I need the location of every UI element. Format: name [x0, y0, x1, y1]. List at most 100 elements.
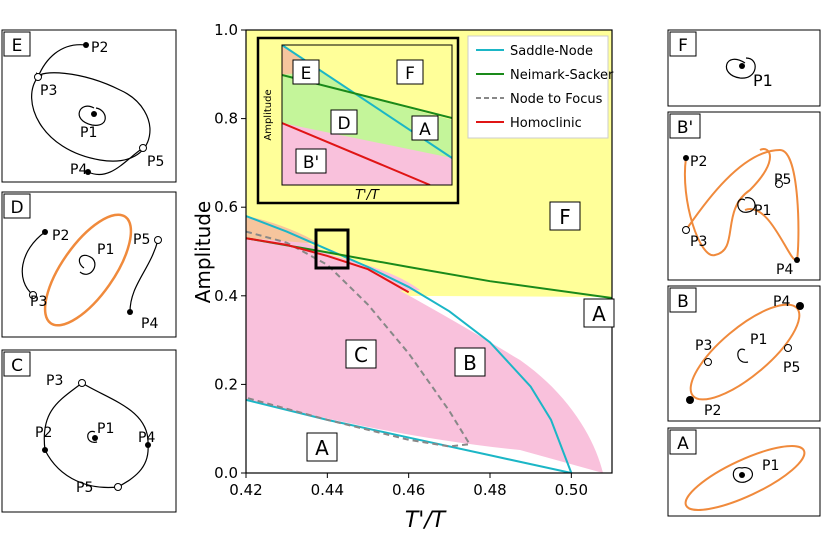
region-c-fill: [246, 236, 420, 296]
panel-d-title: D: [10, 198, 23, 218]
y-tick-label: 0.4: [214, 287, 238, 305]
panel-b-tag: [669, 287, 697, 313]
panel-b-p3: P3: [695, 338, 712, 354]
panel-bprime-p5: P5: [774, 172, 791, 188]
region-f-label: F: [559, 205, 571, 229]
series-line-0: [246, 215, 573, 473]
region-a-right-box: [583, 298, 615, 328]
panel-e-p2: P2: [91, 40, 108, 56]
panel-d: D P2 P1 P5 P3 P4: [1, 191, 177, 338]
legend-label: Saddle-Node: [510, 44, 593, 59]
inset-region-d2-fill: [282, 75, 452, 158]
panel-c-orbit: [43, 382, 149, 489]
y-tick-label: 0.6: [214, 198, 238, 216]
series-line-3: [246, 230, 472, 448]
panel-d-p3: P3: [30, 294, 47, 310]
inset-bprime-label: B': [303, 153, 319, 173]
inset-plot: Amplitude T'/T E F D A B': [256, 36, 460, 205]
inset-e-box: [292, 59, 320, 85]
axis-ticks: 0.42 0.44 0.46 0.48 0.50 0.0 0.2 0.4 0.6 0.8 1.0: [214, 21, 588, 499]
y-axis-label: Amplitude: [191, 201, 215, 304]
panel-c: C P3 P2 P1 P4 P5: [1, 349, 177, 513]
panel-bprime-p2: P2: [690, 154, 707, 170]
x-tick-label: 0.50: [555, 481, 588, 499]
main-plot: 0.42 0.44 0.46 0.48 0.50 0.0 0.2 0.4 0.6 0.8 1.0 T…: [191, 21, 615, 533]
panel-e-tag: [3, 31, 31, 57]
region-c-label: C: [354, 343, 368, 367]
region-a-bottom-box: [306, 432, 338, 462]
panel-a-tag: [669, 429, 697, 455]
x-tick-label: 0.48: [473, 481, 506, 499]
panel-d-tag: [3, 193, 31, 219]
panel-e: E P2 P3 P1 P4 P5: [1, 29, 177, 183]
panel-a-p1: P1: [762, 458, 779, 474]
region-labels: F A C B A: [306, 201, 615, 462]
panel-d-p4: P4: [141, 316, 158, 332]
panel-d-p1: P1: [97, 242, 114, 258]
panel-bprime-p4: P4: [776, 262, 793, 278]
panel-e-title: E: [12, 36, 23, 56]
panel-e-orbit: [31, 72, 151, 162]
legend: Saddle-Node Neimark-Sacker Node to Focus Ho…: [467, 35, 614, 139]
series-line-4: [246, 237, 410, 294]
panel-c-tag: [3, 351, 31, 377]
panel-d-p5: P5: [133, 232, 150, 248]
y-tick-label: 0.8: [214, 110, 238, 128]
region-b-label: B: [463, 351, 477, 375]
panel-a-title: A: [677, 434, 689, 454]
panel-f-title: F: [678, 36, 688, 56]
panel-f: F P1: [667, 29, 821, 107]
panel-bprime-orbit: [684, 148, 800, 262]
plot-frame: [245, 29, 613, 474]
inset-f-label: F: [405, 64, 415, 84]
inset-f-box: [396, 59, 424, 85]
panel-bprime-tag: [669, 113, 701, 139]
region-c-box: [345, 339, 377, 369]
panel-d-p2: P2: [52, 228, 69, 244]
region-b-box: [454, 347, 486, 377]
y-tick-label: 0.0: [214, 464, 238, 482]
panel-c-p3: P3: [46, 373, 63, 389]
legend-label: Neimark-Sacker: [510, 68, 614, 83]
region-f-box: [549, 201, 581, 231]
panel-b-p2: P2: [704, 403, 721, 419]
panel-bprime: B' P2 P5 P1 P3 P4: [667, 111, 821, 281]
inset-homoclinic-line: [282, 122, 431, 185]
inset-e-label: E: [301, 64, 312, 84]
inset-d-label: D: [337, 114, 350, 134]
x-tick-label: 0.42: [229, 481, 262, 499]
inset-a-box: [411, 115, 439, 141]
y-tick-label: 0.2: [214, 375, 238, 393]
curve-lines: [246, 215, 612, 473]
panel-e-p1: P1: [80, 125, 97, 141]
panel-f-spiral: [725, 57, 756, 79]
panel-b-p1: P1: [750, 332, 767, 348]
region-a-bottom-label: A: [315, 436, 329, 460]
inset-a-label: A: [419, 120, 431, 140]
legend-label: Node to Focus: [510, 92, 603, 107]
panel-bprime-title: B': [677, 118, 693, 138]
panel-c-p1: P1: [97, 421, 114, 437]
panel-b-title: B: [677, 292, 689, 312]
panel-f-tag: [669, 31, 697, 57]
x-tick-label: 0.46: [392, 481, 425, 499]
panel-d-frame: [1, 191, 177, 338]
panel-b: B P4 P3 P1 P5 P2: [667, 285, 821, 422]
panel-f-p1: P1: [753, 71, 773, 90]
region-a-right-label: A: [592, 302, 606, 326]
inset-axes: [281, 44, 453, 186]
panel-c-p2: P2: [35, 425, 52, 441]
panel-a-orbit: [684, 445, 806, 511]
zoom-highlight-box: [314, 228, 350, 270]
panel-a: A P1: [667, 427, 821, 517]
panel-c-p5: P5: [76, 480, 93, 496]
inset-frame: [256, 36, 460, 205]
inset-bprime-box: [295, 148, 327, 174]
panel-bprime-p3: P3: [690, 234, 707, 250]
inset-d-box: [330, 109, 358, 135]
panel-b-p4: P4: [773, 294, 790, 310]
panel-b-p5: P5: [783, 360, 800, 376]
inset-x-label: T'/T: [355, 188, 380, 203]
inset-y-label: Amplitude: [263, 89, 274, 140]
